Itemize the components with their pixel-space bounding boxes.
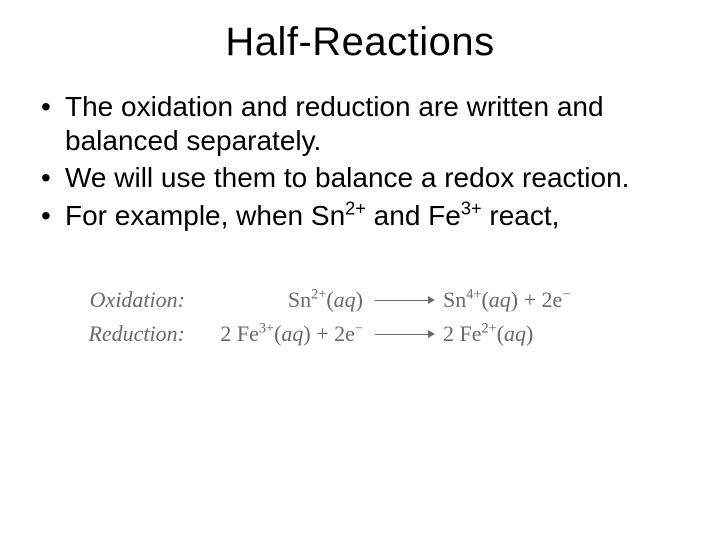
oxidation-equation: Oxidation: Sn2+(aq) Sn4+(aq) + 2e− <box>80 287 640 313</box>
arrow-icon <box>363 293 443 307</box>
equation-label: Reduction: <box>80 321 193 347</box>
bullet-item: The oxidation and reduction are written … <box>35 90 685 157</box>
equation-right: Sn4+(aq) + 2e− <box>443 287 640 313</box>
equation-right: 2 Fe2+(aq) <box>443 321 640 347</box>
equation-label: Oxidation: <box>80 287 193 313</box>
equation-left: 2 Fe3+(aq) + 2e− <box>193 321 363 347</box>
slide-title: Half-Reactions <box>35 20 685 65</box>
bullet-list: The oxidation and reduction are written … <box>35 90 685 232</box>
arrow-icon <box>363 327 443 341</box>
bullet-item: For example, when Sn2+ and Fe3+ react, <box>35 199 685 233</box>
bullet-item: We will use them to balance a redox reac… <box>35 161 685 195</box>
equations-block: Oxidation: Sn2+(aq) Sn4+(aq) + 2e− Reduc… <box>80 287 640 347</box>
reduction-equation: Reduction: 2 Fe3+(aq) + 2e− 2 Fe2+(aq) <box>80 321 640 347</box>
slide: Half-Reactions The oxidation and reducti… <box>0 0 720 540</box>
equation-left: Sn2+(aq) <box>193 287 363 313</box>
